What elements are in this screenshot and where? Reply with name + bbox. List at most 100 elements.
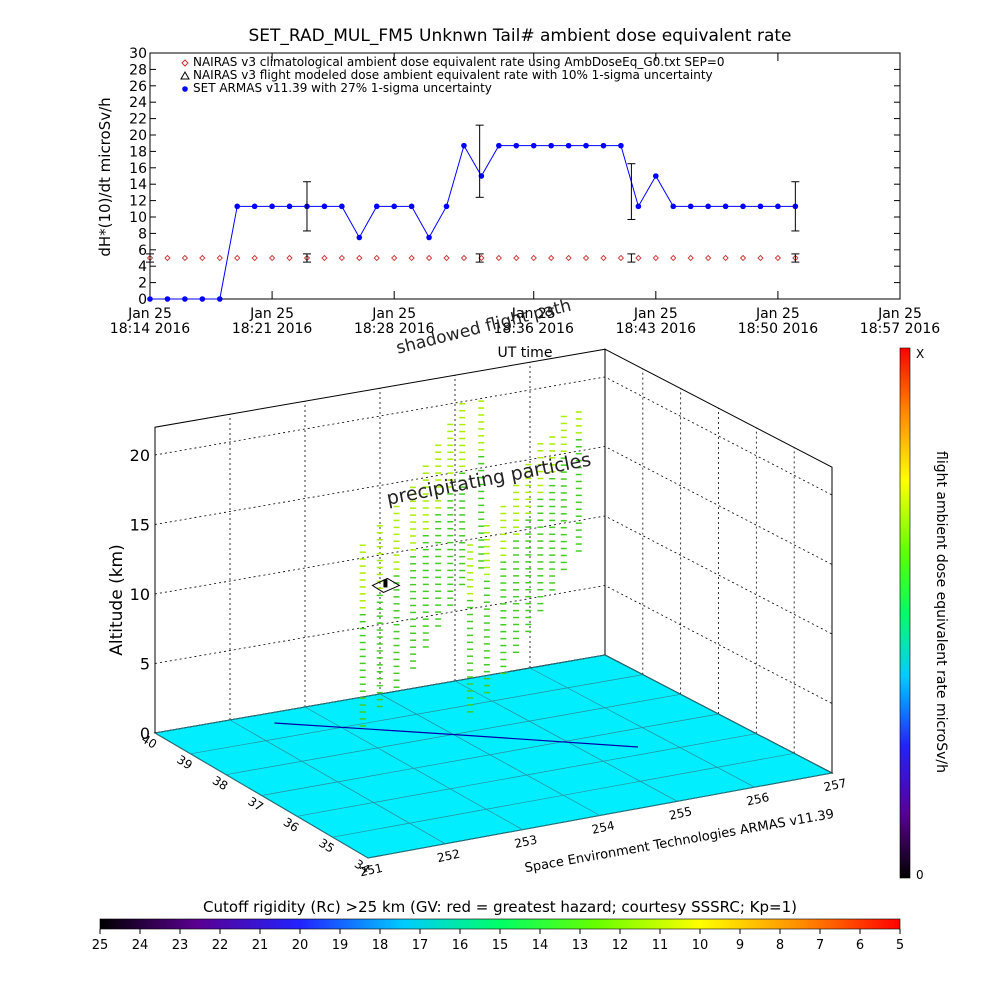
cutoff-colorbar-tick-label: 11	[652, 938, 669, 953]
altitude-3d-chart: 0 5 10 15 20 34 35 36 37 38 39 40 251 252 253 254 255 256…	[107, 348, 848, 879]
armas-point	[251, 203, 258, 210]
altitude-gridline	[154, 515, 833, 635]
armas-point	[269, 203, 275, 210]
x-tick-label: Jan 25	[877, 306, 922, 322]
armas-point	[199, 296, 206, 302]
nairas-point	[582, 254, 590, 262]
cutoff-colorbar-tick-label: 8	[776, 938, 784, 953]
armas-point	[548, 142, 554, 149]
cutoff-colorbar-gradient	[99, 918, 901, 930]
nairas-point	[774, 254, 782, 262]
legend-symbol	[180, 70, 190, 80]
cutoff-colorbar-tick-label: 9	[736, 938, 744, 953]
armas-series-line	[150, 144, 796, 300]
nairas-point	[530, 254, 537, 262]
nairas-point	[234, 254, 241, 262]
nairas-point	[705, 254, 712, 262]
armas-point	[321, 203, 328, 210]
plot-frame	[149, 52, 901, 300]
nairas-point	[408, 254, 415, 262]
nairas-point	[356, 254, 363, 262]
nairas-point	[321, 254, 328, 262]
altitude-gridline	[154, 585, 833, 704]
floor-gridline	[190, 674, 643, 755]
lon-tick-label: 255	[668, 804, 693, 822]
cutoff-colorbar-tick-label: 5	[896, 938, 904, 953]
armas-point	[670, 203, 677, 210]
nairas-point	[757, 254, 764, 262]
cutoff-colorbar-tick-label: 17	[412, 938, 429, 953]
cutoff-colorbar-tick-label: 25	[92, 938, 109, 953]
nairas-point	[739, 254, 747, 262]
nairas-point	[548, 254, 555, 262]
cutoff-colorbar-tick-label: 24	[132, 938, 149, 953]
floor-gridline	[367, 772, 833, 859]
dose-colorbar: X 0 flight ambient dose equivalent rate …	[899, 347, 949, 882]
armas-point	[216, 296, 223, 302]
nairas-point	[425, 254, 433, 262]
z-axis-label: Altitude (km)	[107, 544, 127, 656]
y-tick-label: 26	[129, 79, 147, 95]
armas-point	[391, 203, 397, 210]
armas-point	[775, 203, 781, 210]
armas-point	[286, 203, 293, 210]
lat-tick-label: 40	[139, 732, 159, 752]
lon-tick-label: 251	[359, 861, 384, 879]
cutoff-colorbar-tick-label: 12	[612, 938, 629, 953]
armas-point	[705, 203, 711, 210]
lat-tick-label: 35	[316, 836, 336, 856]
armas-point	[164, 296, 171, 302]
y-axis-label: dH*(10)/dt microSv/h	[96, 97, 114, 256]
nairas-point	[338, 254, 345, 262]
nairas-point	[373, 254, 380, 262]
armas-point	[757, 203, 764, 210]
cutoff-colorbar-tick-label: 22	[212, 938, 229, 953]
x-tick-label: Jan 25	[127, 306, 172, 322]
legend-symbol	[181, 59, 189, 67]
cutoff-colorbar-tick-label: 13	[572, 938, 589, 953]
armas-point	[408, 203, 415, 210]
armas-point	[443, 203, 450, 210]
cutoff-rigidity-colorbar: Cutoff rigidity (Rc) >25 km (GV: red = g…	[92, 898, 904, 953]
altitude-gridline	[154, 376, 833, 496]
armas-point	[565, 142, 572, 149]
y-tick-label: 2	[138, 276, 147, 292]
x-tick-label: Jan 25	[371, 306, 416, 322]
legend-entry: SET ARMAS v11.39 with 27% 1-sigma uncert…	[193, 81, 492, 95]
nairas-point	[164, 254, 171, 262]
nairas-point	[181, 254, 189, 262]
nairas-point	[722, 254, 729, 262]
legend-symbol	[182, 86, 188, 92]
armas-point	[373, 203, 380, 210]
armas-point	[530, 142, 537, 149]
y-tick-label: 4	[138, 259, 147, 275]
nairas-point	[286, 254, 293, 262]
legend-entry: NAIRAS v3 flight modeled dose ambient eq…	[193, 68, 713, 82]
y-tick-label: 16	[129, 161, 147, 177]
cutoff-colorbar-tick-label: 18	[372, 938, 389, 953]
z-tick-label: 10	[130, 585, 150, 604]
z-tick-label: 0	[140, 724, 150, 743]
armas-point	[740, 203, 746, 210]
cutoff-colorbar-title: Cutoff rigidity (Rc) >25 km (GV: red = g…	[203, 898, 797, 916]
y-tick-label: 14	[129, 177, 147, 193]
lon-tick-label: 257	[823, 776, 848, 794]
nairas-point	[495, 254, 502, 262]
lon-tick-label: 254	[591, 818, 616, 836]
armas-point	[687, 203, 694, 210]
nairas-point	[460, 254, 468, 262]
nairas-point	[670, 254, 677, 262]
armas-point	[635, 203, 642, 210]
chart-title: SET_RAD_MUL_FM5 Unknwn Tail# ambient dos…	[249, 26, 792, 46]
floor-gridline	[332, 752, 795, 838]
dose-colorbar-top: X	[916, 347, 924, 361]
armas-point	[426, 234, 432, 241]
lat-tick-label: 38	[210, 773, 230, 793]
dose-rate-chart: SET_RAD_MUL_FM5 Unknwn Tail# ambient dos…	[96, 26, 940, 361]
floor-gridline	[154, 654, 606, 734]
cutoff-colorbar-tick-label: 14	[532, 938, 549, 953]
armas-point	[461, 142, 467, 149]
lat-tick-label: 37	[245, 794, 265, 814]
cutoff-colorbar-tick-label: 20	[292, 938, 309, 953]
